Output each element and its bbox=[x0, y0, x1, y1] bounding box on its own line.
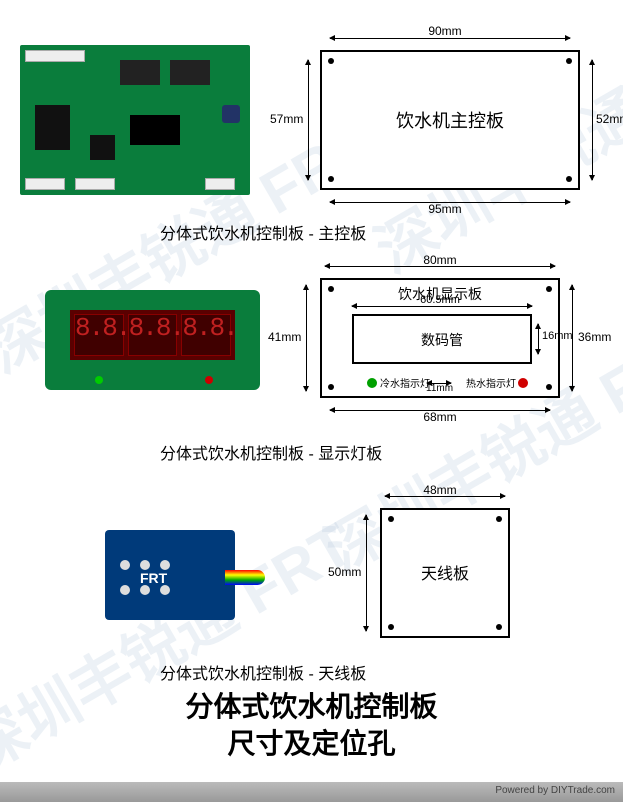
caption-antenna: 分体式饮水机控制板 - 天线板 bbox=[160, 660, 366, 684]
footer-credit: Powered by DIYTrade.com bbox=[0, 782, 623, 802]
dim-right: 52mm bbox=[596, 112, 623, 126]
caption-main: 分体式饮水机控制板 - 主控板 bbox=[160, 220, 366, 244]
dim-top: 90mm bbox=[300, 24, 590, 38]
led-green-icon bbox=[95, 376, 103, 384]
cold-led-icon bbox=[367, 378, 377, 388]
dim-disp-right: 36mm bbox=[578, 330, 611, 344]
dim-ant-left: 50mm bbox=[328, 565, 361, 579]
display-board-outline: 饮水机显示板 数码管 60.5mm 16mm 冷水指示灯 热水指示灯 11mm bbox=[320, 278, 560, 398]
caption-display: 分体式饮水机控制板 - 显示灯板 bbox=[160, 440, 382, 464]
main-board-outline: 饮水机主控板 bbox=[320, 50, 580, 190]
dim-disp-left: 41mm bbox=[268, 330, 301, 344]
diagram-main: 饮水机主控板 90mm 95mm 57mm 52mm bbox=[300, 30, 610, 210]
main-board-title: 饮水机主控板 bbox=[322, 107, 578, 133]
pcb-display-photo bbox=[45, 290, 260, 390]
dim-inner-w: 60.5mm bbox=[322, 294, 558, 306]
frt-label: FRT bbox=[140, 570, 167, 586]
dim-inner-h: 16mm bbox=[542, 330, 573, 342]
main-title-line1: 分体式饮水机控制板 bbox=[0, 689, 623, 725]
main-title: 分体式饮水机控制板 尺寸及定位孔 bbox=[0, 689, 623, 762]
dim-left: 57mm bbox=[270, 112, 303, 126]
diagram-display: 饮水机显示板 数码管 60.5mm 16mm 冷水指示灯 热水指示灯 11mm … bbox=[300, 260, 610, 430]
antenna-title: 天线板 bbox=[382, 560, 508, 584]
seg-label: 数码管 bbox=[354, 330, 530, 350]
led-red-icon bbox=[205, 376, 213, 384]
diagram-antenna: 天线板 48mm 50mm bbox=[360, 490, 560, 660]
cold-led-label: 冷水指示灯 bbox=[380, 375, 430, 390]
dim-ant-top: 48mm bbox=[360, 483, 520, 497]
seven-seg-display bbox=[70, 310, 235, 360]
dim-disp-bottom: 68mm bbox=[300, 410, 580, 424]
wire-harness-icon bbox=[225, 570, 265, 585]
main-title-line2: 尺寸及定位孔 bbox=[0, 726, 623, 762]
dim-led-gap: 11mm bbox=[426, 383, 453, 394]
hot-led-icon bbox=[518, 378, 528, 388]
antenna-board-outline: 天线板 bbox=[380, 508, 510, 638]
dim-bottom: 95mm bbox=[300, 202, 590, 216]
pcb-antenna-photo: FRT bbox=[105, 530, 235, 620]
pcb-main-photo bbox=[20, 45, 250, 195]
dim-disp-top: 80mm bbox=[300, 253, 580, 267]
hot-led-label: 热水指示灯 bbox=[466, 375, 516, 390]
